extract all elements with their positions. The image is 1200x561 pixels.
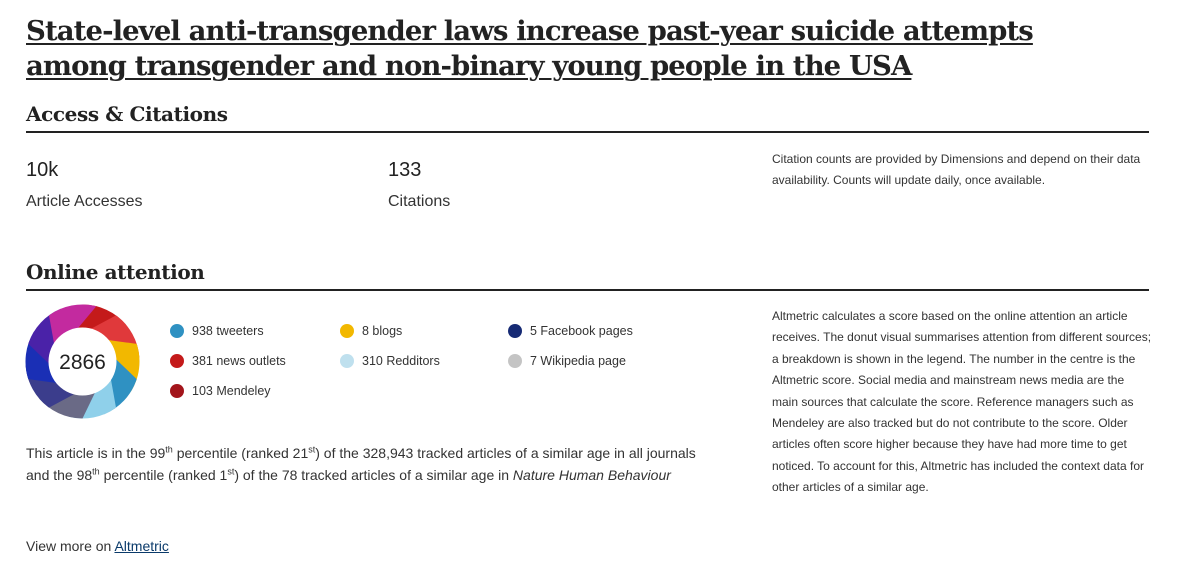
access-citations-section-header: Access & Citations (26, 101, 1149, 133)
article-accesses-label: Article Accesses (26, 193, 143, 210)
journal-name: Nature Human Behaviour (512, 467, 671, 483)
article-accesses-value: 10k (26, 159, 59, 181)
citations-label: Citations (388, 193, 451, 210)
mendeley-dot-icon (170, 384, 184, 398)
altmetric-donut[interactable]: 2866 (25, 304, 140, 419)
tweeters-dot-icon (170, 324, 184, 338)
view-more-text: View more on (26, 538, 115, 554)
citation-counts-note: Citation counts are provided by Dimensio… (772, 152, 1141, 188)
news-dot-icon (170, 354, 184, 368)
citations-metric: 133 Citations (388, 158, 450, 212)
legend-label: 381 news outlets (192, 354, 286, 368)
donut-center (48, 327, 117, 396)
legend-item-mendeley: 103 Mendeley (170, 384, 271, 398)
attention-legend: 938 tweeters 8 blogs 5 Facebook pages 38… (170, 324, 690, 414)
facebook-dot-icon (508, 324, 522, 338)
online-attention-section-header: Online attention (26, 259, 1149, 291)
legend-label: 8 blogs (362, 324, 403, 338)
legend-label: 7 Wikipedia page (530, 354, 626, 368)
legend-item-facebook: 5 Facebook pages (508, 324, 633, 338)
legend-item-reddit: 310 Redditors (340, 354, 440, 368)
altmetric-donut-graphic: 2866 (25, 304, 140, 419)
view-more-altmetric: View more on Altmetric (26, 538, 169, 554)
legend-label: 938 tweeters (192, 324, 264, 338)
access-citations-heading: Access & Citations (26, 102, 228, 126)
online-attention-heading: Online attention (26, 260, 205, 284)
legend-label: 5 Facebook pages (530, 324, 633, 338)
legend-item-tweeters: 938 tweeters (170, 324, 264, 338)
percentile-context: This article is in the 99th percentile (… (26, 444, 696, 483)
legend-item-blogs: 8 blogs (340, 324, 402, 338)
altmetric-score: 2866 (59, 351, 106, 374)
legend-label: 310 Redditors (362, 354, 440, 368)
legend-item-news: 381 news outlets (170, 354, 286, 368)
wikipedia-dot-icon (508, 354, 522, 368)
blogs-dot-icon (340, 324, 354, 338)
citations-value: 133 (388, 159, 422, 181)
article-title[interactable]: State-level anti-transgender laws increa… (26, 15, 1034, 82)
legend-label: 103 Mendeley (192, 384, 271, 398)
legend-item-wikipedia: 7 Wikipedia page (508, 354, 626, 368)
reddit-dot-icon (340, 354, 354, 368)
article-accesses-metric: 10k Article Accesses (26, 158, 142, 212)
altmetric-link[interactable]: Altmetric (114, 538, 169, 554)
altmetric-explanation-note: Altmetric calculates a score based on th… (772, 309, 1152, 495)
